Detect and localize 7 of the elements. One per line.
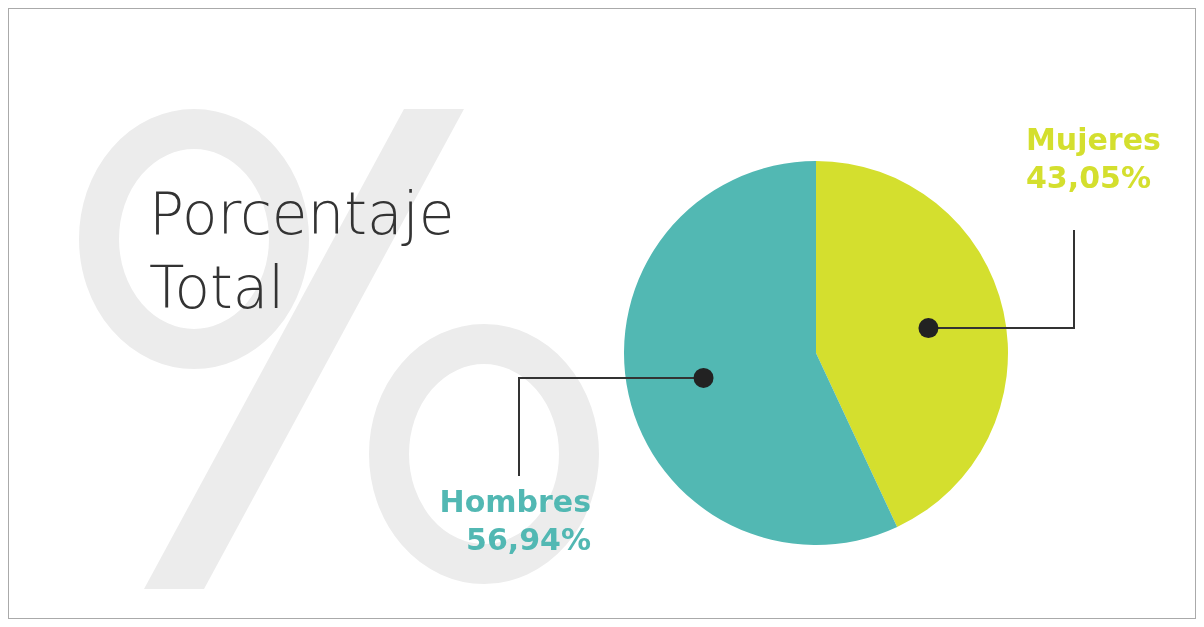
slice-label: Mujeres [1026, 122, 1161, 158]
text: Porcentaje Total [149, 179, 456, 324]
pie-slice [816, 161, 1008, 527]
pie-slice [624, 161, 898, 545]
data-label: 56,94% [466, 521, 591, 557]
data-label: 43,05% [1026, 160, 1151, 196]
slice-label: Hombres [439, 483, 591, 519]
